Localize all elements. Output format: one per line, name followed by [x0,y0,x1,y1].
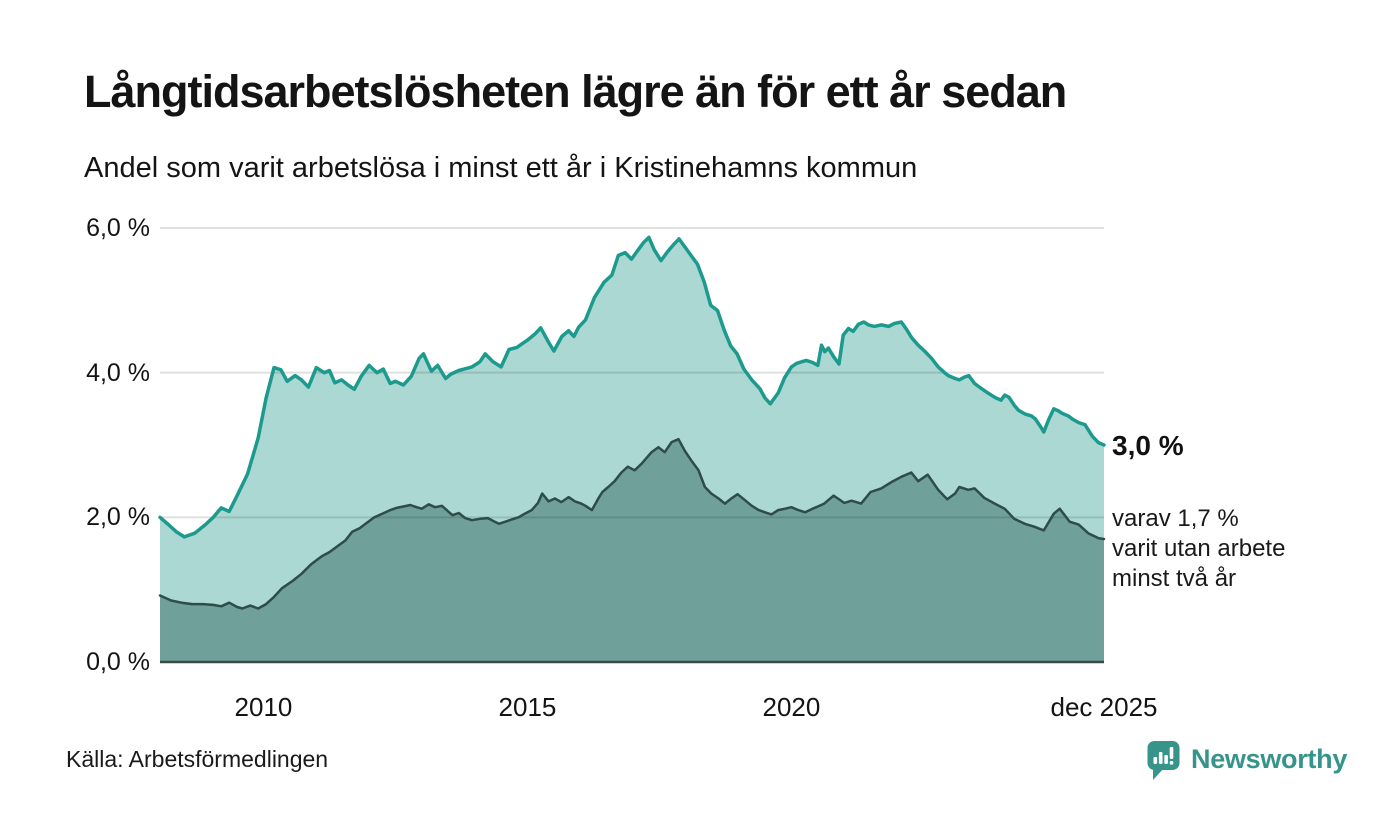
y-tick-label: 6,0 % [86,214,150,242]
x-tick-label: 2015 [498,692,557,722]
page-title: Långtidsarbetslösheten lägre än för ett … [84,66,1067,117]
y-tick-label: 2,0 % [86,503,150,532]
x-tick-label: dec 2025 [1050,692,1158,722]
page-subtitle: Andel som varit arbetslösa i minst ett å… [84,152,918,184]
series1-line [158,235,1106,539]
bar-chart-speech-bubble-icon [1146,740,1182,787]
x-tick-label: 2010 [234,692,293,722]
y-tick-label: 0,0 % [86,648,150,676]
secondary-annotation-line: minst två år [1112,565,1237,592]
series2-line [158,437,1106,610]
newsworthy-wordmark: Newsworthy [1191,744,1348,774]
source-note: Källa: Arbetsförmedlingen [66,746,329,772]
secondary-annotation-line: varav 1,7 % [1112,505,1239,532]
y-tick-label: 4,0 % [86,358,150,387]
latest-value-label: 3,0 % [1112,430,1184,461]
series2-area [160,439,1104,662]
secondary-annotation: varav 1,7 % varit utan arbete minst två … [1112,504,1285,594]
x-tick-label: 2020 [762,692,821,722]
secondary-annotation-line: varit utan arbete [1112,535,1286,562]
newsworthy-logo: Newsworthy [1146,740,1347,787]
